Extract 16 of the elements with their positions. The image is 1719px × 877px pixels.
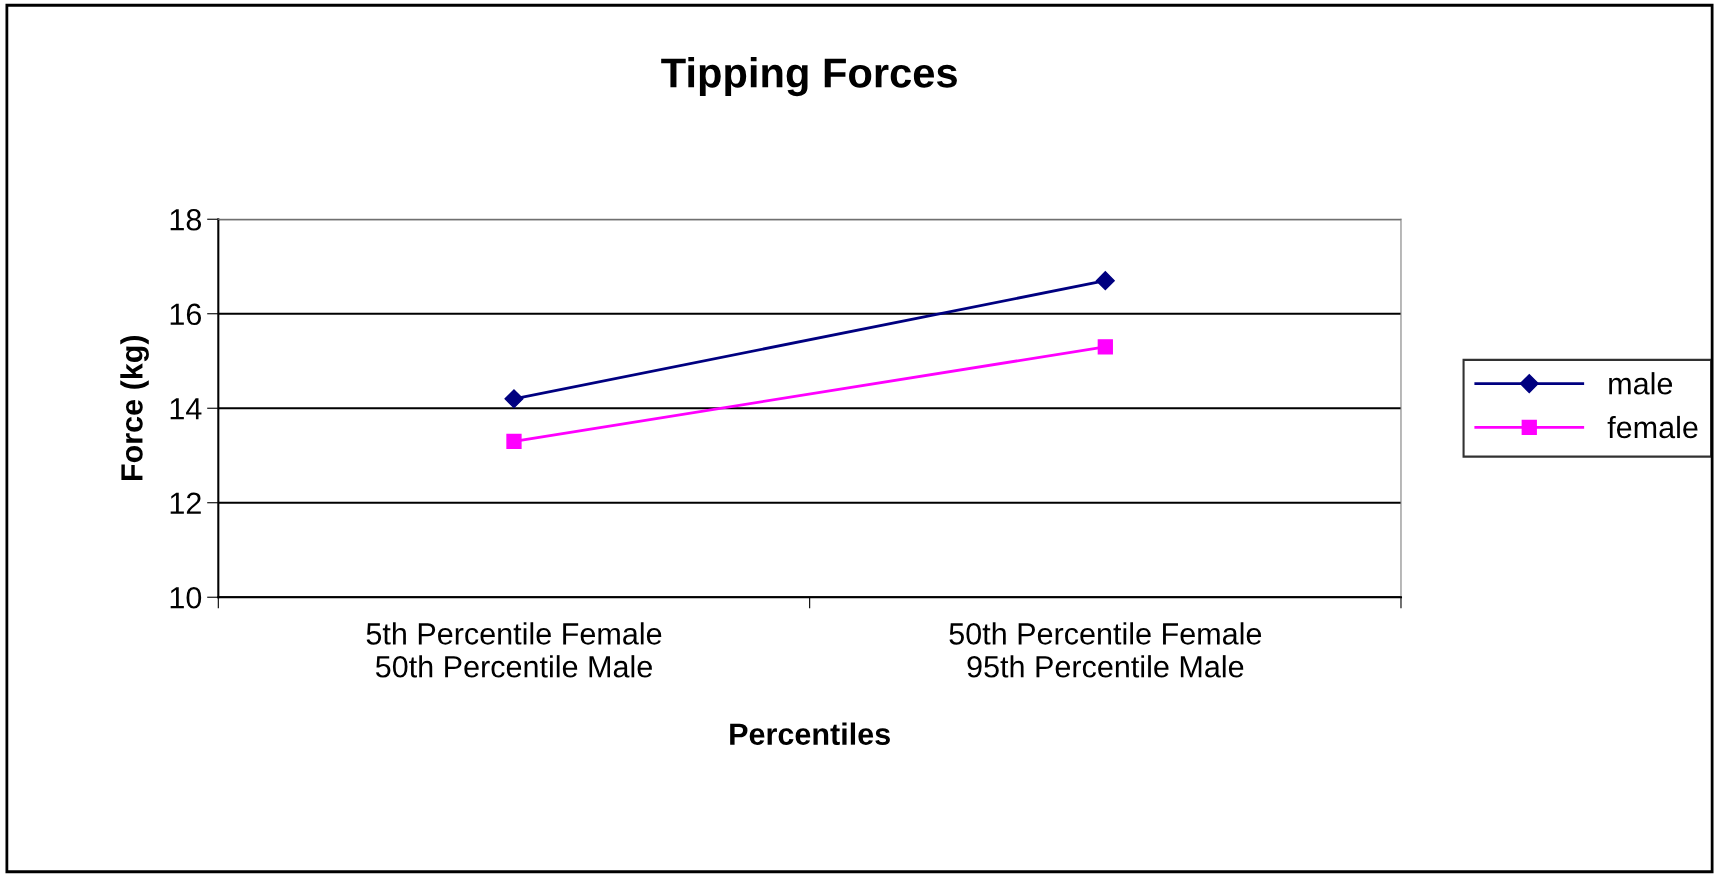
y-tick-label: 12 [170,492,201,514]
y-tick-label: 10 [170,586,202,609]
point [1097,339,1113,355]
chart-title: Tipping Forces [661,57,957,97]
y-tick-label: 16 [170,303,201,326]
y-axis-title: Force (kg) [120,335,149,481]
point [506,433,522,449]
x-tick-label: 50th Percentile Female 95th Percentile Male [949,622,1262,678]
legend-label: male [1609,372,1673,395]
y-tick-label: 14 [170,398,202,420]
legend-label: female [1607,415,1698,439]
x-axis-title: Percentiles [730,722,890,745]
point [1095,271,1115,291]
point [504,389,524,409]
x-tick-label: 5th Percentile Female 50th Percentile Male [366,622,662,678]
y-tick-label: 18 [170,208,202,231]
